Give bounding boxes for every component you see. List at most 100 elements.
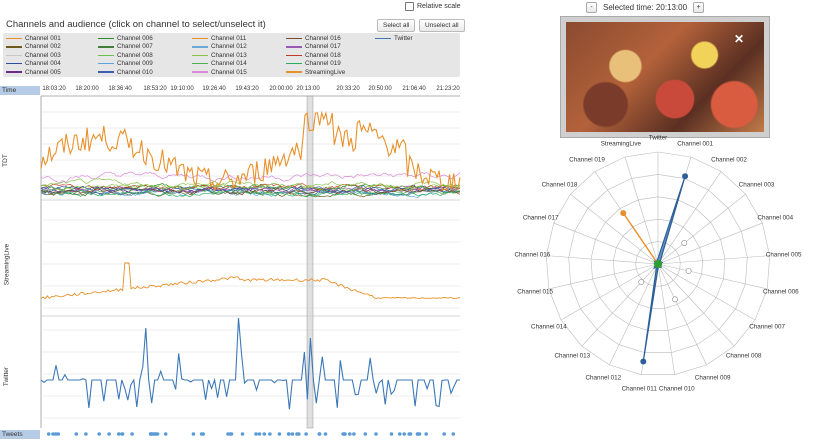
time-tick: 18:36:40 (108, 86, 132, 92)
legend-label: Channel 008 (117, 51, 153, 59)
legend-item[interactable]: Channel 017 (286, 43, 341, 50)
tweet-dot (254, 432, 258, 436)
tweet-dot (417, 432, 422, 436)
tdt-series-line (40, 171, 461, 184)
time-increment-button[interactable]: + (693, 2, 705, 13)
legend-item[interactable]: Channel 005 (6, 69, 61, 76)
legend-item[interactable]: Channel 002 (6, 43, 61, 50)
legend-swatch (192, 37, 208, 40)
legend-item[interactable]: Channel 003 (6, 52, 61, 59)
legend-label: Channel 013 (211, 51, 247, 59)
legend-item[interactable]: Channel 006 (98, 35, 153, 42)
legend-swatch (6, 62, 22, 65)
legend-item[interactable]: Channel 010 (98, 69, 153, 76)
polar-axis-label: Channel 019 (569, 156, 605, 164)
time-tick: 19:26:40 (202, 86, 226, 92)
time-tick: 21:06:40 (402, 86, 426, 92)
tweet-dot (46, 432, 51, 436)
legend-label: Channel 005 (25, 68, 61, 76)
checkbox-box[interactable] (405, 2, 414, 11)
legend-item[interactable]: Channel 012 (192, 43, 247, 50)
polar-chart (545, 151, 771, 375)
close-icon[interactable]: ✕ (733, 32, 744, 46)
legend-item[interactable]: Channel 009 (98, 60, 153, 67)
polar-axis-label: Channel 018 (541, 181, 578, 189)
legend-item[interactable]: Channel 004 (6, 60, 61, 67)
polar-axis-label: Channel 011 (621, 385, 657, 393)
tweet-dot (240, 432, 245, 436)
relative-scale-checkbox[interactable]: Relative scale (405, 2, 461, 11)
tweet-dot (286, 432, 291, 436)
legend-item[interactable]: Channel 008 (98, 52, 153, 59)
tweet-dot (97, 432, 101, 436)
tweet-dot (107, 432, 111, 436)
streaminglive-series (40, 262, 461, 300)
tweet-dot (442, 432, 447, 436)
legend-item[interactable]: Twitter (375, 35, 413, 42)
tweet-dot (226, 432, 230, 436)
legend-item[interactable]: StreamingLive (286, 69, 345, 76)
tweet-dot (317, 432, 322, 436)
unselect-all-button[interactable]: Unselect all (419, 19, 465, 32)
legend-item[interactable]: Channel 019 (286, 60, 341, 67)
legend-item[interactable]: Channel 007 (98, 43, 153, 50)
tweet-dot (402, 432, 407, 436)
polar-axis-label: Channel 009 (694, 374, 731, 382)
polar-axis-label: Channel 007 (749, 323, 785, 331)
tdt-series-line (40, 178, 461, 189)
polar-point (681, 240, 688, 246)
tweet-dot (398, 432, 402, 436)
time-tick: 19:10:00 (170, 86, 194, 92)
polar-center-point (654, 260, 662, 268)
polar-spoke (560, 263, 659, 321)
polar-point (672, 296, 678, 303)
video-frame[interactable]: ✕ (560, 16, 770, 138)
time-tick: 19:43:20 (235, 86, 259, 92)
polar-spoke (609, 263, 659, 366)
polar-axis-label: Channel 001 (677, 140, 713, 148)
polar-grid-ring (635, 241, 681, 287)
legend-item[interactable]: Channel 015 (192, 69, 247, 76)
tweet-dot (163, 432, 168, 436)
legend-swatch (286, 71, 302, 73)
polar-axis-label: Channel 017 (522, 214, 559, 222)
polar-spoke (657, 263, 707, 366)
legend-item[interactable]: Channel 014 (192, 60, 247, 67)
tweet-dot (120, 432, 125, 436)
legend-item[interactable]: Channel 001 (6, 35, 61, 42)
legend-swatch (6, 71, 22, 73)
legend-item[interactable]: Channel 013 (192, 52, 247, 59)
timeline-charts[interactable] (0, 0, 470, 442)
tweet-dot (257, 432, 262, 436)
time-tick: 20:00:00 (269, 86, 293, 92)
select-all-button[interactable]: Select all (377, 19, 416, 32)
legend-item[interactable]: Channel 016 (286, 35, 341, 42)
legend-label: Channel 014 (211, 60, 247, 68)
tweet-dot (348, 432, 352, 436)
time-decrement-button[interactable]: - (586, 2, 597, 13)
relative-scale-label: Relative scale (417, 3, 461, 10)
legend-swatch (286, 54, 302, 57)
tweet-dot (451, 432, 456, 436)
tweet-dot (262, 432, 267, 436)
polar-axis-label: Twitter (648, 134, 668, 142)
tdt-series-line (40, 183, 461, 192)
polar-spoke (657, 222, 763, 265)
legend-swatch (98, 46, 114, 48)
polar-spoke (657, 193, 746, 265)
polar-point (640, 358, 647, 365)
tweets-label: Tweets (0, 430, 40, 439)
polar-spoke (657, 263, 675, 375)
tweet-dot (374, 432, 378, 436)
legend-label: Channel 016 (305, 35, 341, 42)
polar-axis-label: Channel 012 (585, 374, 622, 382)
legend-item[interactable]: Channel 011 (192, 35, 246, 42)
polar-axis-label: Channel 013 (554, 352, 591, 360)
time-tick: 18:03:20 (42, 86, 66, 92)
legend-label: Channel 003 (25, 51, 61, 59)
legend-item[interactable]: Channel 018 (286, 52, 341, 59)
streaminglive-polar-line (622, 212, 659, 265)
legend-label: Channel 002 (25, 43, 61, 51)
tweet-dot (191, 432, 196, 436)
tweet-dot (117, 432, 121, 436)
